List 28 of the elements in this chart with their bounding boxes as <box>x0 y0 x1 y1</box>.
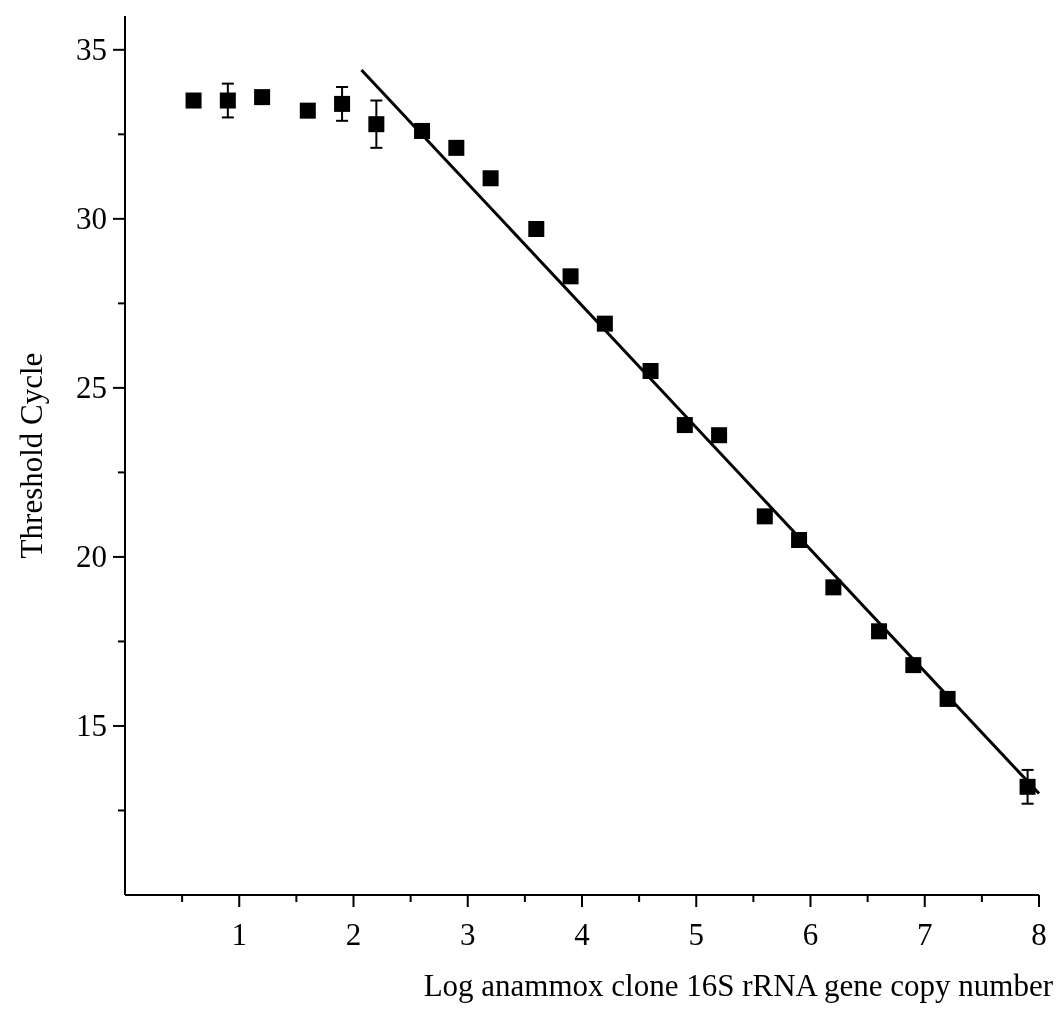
x-tick-label: 6 <box>802 917 819 952</box>
point <box>334 95 351 112</box>
y-tick-label: 20 <box>76 538 107 574</box>
x-tick-label: 4 <box>574 917 591 952</box>
x-tick-label: 2 <box>345 917 362 952</box>
point <box>185 92 202 109</box>
point <box>299 102 316 119</box>
point <box>825 579 842 596</box>
point <box>448 139 465 156</box>
point <box>562 268 579 285</box>
x-tick-label: 7 <box>917 917 933 952</box>
point <box>368 116 385 133</box>
y-tick-label: 35 <box>76 31 107 67</box>
x-tick-label: 3 <box>460 917 476 952</box>
point <box>756 508 773 525</box>
point <box>254 89 271 106</box>
y-axis-title: Threshold Cycle <box>14 352 49 559</box>
y-tick-label: 25 <box>76 369 107 405</box>
point <box>219 92 236 109</box>
x-tick-label: 8 <box>1031 917 1047 952</box>
x-tick-label: 5 <box>688 917 704 952</box>
x-tick-label: 1 <box>231 917 247 952</box>
point <box>482 170 499 187</box>
y-tick-label: 15 <box>76 707 107 743</box>
y-tick-label: 30 <box>76 200 107 236</box>
point <box>528 220 545 237</box>
x-axis-title: Log anammox clone 16S rRNA gene copy number <box>423 968 1054 1003</box>
point <box>711 427 728 444</box>
